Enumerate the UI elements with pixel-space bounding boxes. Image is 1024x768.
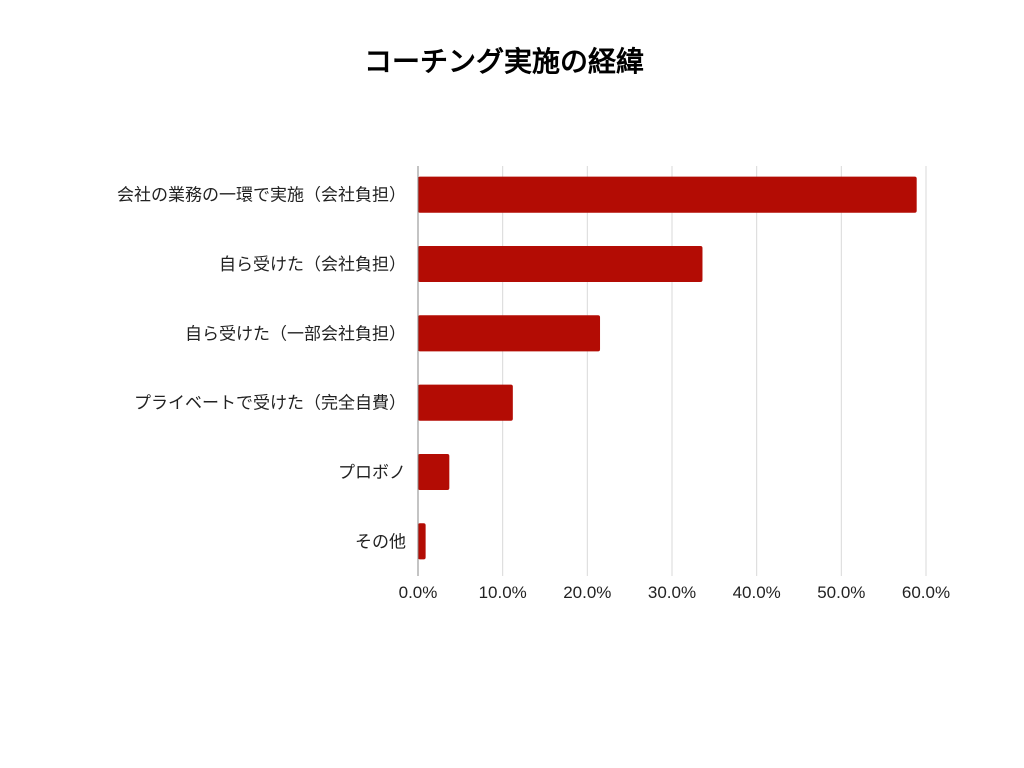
x-tick-label: 50.0% — [817, 583, 865, 602]
bar — [418, 453, 450, 491]
x-tick-label: 60.0% — [902, 583, 950, 602]
x-tick-label: 20.0% — [563, 583, 611, 602]
category-label: 自ら受けた（会社負担） — [219, 255, 406, 275]
bar — [418, 245, 703, 283]
category-label: 会社の業務の一環で実施（会社負担） — [117, 186, 406, 206]
x-tick-label: 30.0% — [648, 583, 696, 602]
x-tick-label: 10.0% — [479, 583, 527, 602]
x-tick-label: 40.0% — [733, 583, 781, 602]
x-axis-tick-labels: 0.0% 10.0% 20.0% 30.0% 40.0% 50.0% 60.0% — [399, 583, 950, 602]
chart-title: コーチング実施の経緯 — [364, 45, 644, 78]
gridlines — [502, 166, 927, 576]
category-label: その他 — [355, 532, 406, 552]
category-label: 自ら受けた（一部会社負担） — [185, 324, 406, 344]
bar — [418, 384, 513, 421]
category-label: プロボノ — [338, 463, 406, 483]
bars — [418, 176, 917, 560]
bar — [418, 315, 601, 352]
x-tick-label: 0.0% — [399, 583, 438, 602]
category-labels: 会社の業務の一環で実施（会社負担） 自ら受けた（会社負担） 自ら受けた（一部会社負担… — [117, 186, 406, 553]
bar — [418, 176, 917, 213]
category-label: プライベートで受けた（完全自費） — [134, 394, 406, 414]
bar — [418, 523, 426, 560]
